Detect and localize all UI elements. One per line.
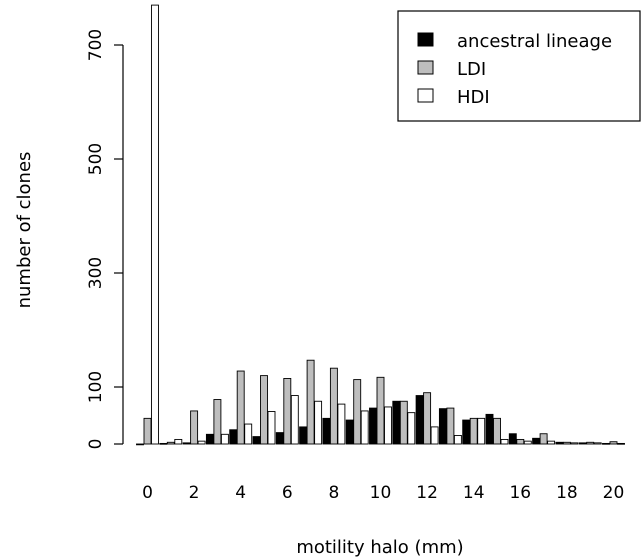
bar-hdi-12 <box>430 426 439 445</box>
bar-ldi-12 <box>423 392 432 445</box>
x-tick-label: 10 <box>370 483 392 503</box>
bar-ancestral-lineage-0 <box>136 443 144 446</box>
bar-ancestral-lineage-20 <box>602 442 610 445</box>
bar-ldi-19 <box>586 441 595 445</box>
bar-ancestral-lineage-4 <box>229 429 238 445</box>
x-tick-label: 8 <box>328 483 339 503</box>
bar-hdi-19 <box>593 442 602 445</box>
bar-ldi-14 <box>469 417 478 445</box>
x-tick-label: 12 <box>416 483 438 503</box>
bar-ldi-15 <box>493 417 501 445</box>
bar-ancestral-lineage-18 <box>555 441 564 445</box>
legend-swatch-ancestral <box>417 32 434 47</box>
bar-ancestral-lineage-11 <box>392 400 401 445</box>
bar-hdi-16 <box>523 440 532 445</box>
x-tick-label: 4 <box>235 483 246 503</box>
bar-ancestral-lineage-14 <box>462 419 471 445</box>
bar-ancestral-lineage-5 <box>252 436 261 445</box>
x-tick-label: 20 <box>603 483 625 503</box>
bar-ancestral-lineage-15 <box>485 413 494 445</box>
bar-ldi-11 <box>399 400 408 445</box>
bar-ldi-2 <box>190 410 199 445</box>
bar-hdi-0 <box>151 4 159 445</box>
y-axis: 0 100 300 500 700 <box>86 29 124 450</box>
bar-ancestral-lineage-16 <box>508 433 517 445</box>
bar-hdi-17 <box>547 440 556 445</box>
legend-box <box>397 10 641 122</box>
bar-hdi-9 <box>360 410 369 445</box>
bar-hdi-3 <box>220 433 229 445</box>
x-axis-tick-labels: 0 2 4 6 8 10 12 14 16 18 20 <box>142 483 624 503</box>
bar-ancestral-lineage-19 <box>578 442 587 445</box>
bar-hdi-15 <box>500 438 509 445</box>
bar-hdi-14 <box>477 417 486 445</box>
bar-hdi-13 <box>453 435 462 445</box>
bar-ldi-7 <box>306 359 315 445</box>
bar-ldi-3 <box>213 399 222 445</box>
bar-hdi-7 <box>314 400 323 445</box>
bar-ldi-0 <box>143 417 152 445</box>
bar-ldi-4 <box>236 370 245 445</box>
y-tick-label: 100 <box>86 371 106 403</box>
bar-hdi-6 <box>290 395 299 445</box>
bar-ldi-10 <box>376 376 385 445</box>
bar-hdi-11 <box>407 412 416 445</box>
legend-swatch-ldi <box>417 60 434 75</box>
bar-ldi-1 <box>166 441 175 445</box>
bars <box>136 4 625 446</box>
x-tick-label: 16 <box>509 483 531 503</box>
bar-hdi-2 <box>197 440 206 445</box>
bar-ancestral-lineage-3 <box>205 433 214 445</box>
legend-swatch-hdi <box>417 88 434 103</box>
x-tick-label: 0 <box>142 483 153 503</box>
bar-ldi-13 <box>446 407 455 445</box>
y-tick-label: 700 <box>86 29 106 61</box>
bar-ancestral-lineage-17 <box>532 437 541 445</box>
bar-ldi-8 <box>329 367 338 445</box>
bar-ldi-17 <box>539 433 548 445</box>
y-tick-label: 0 <box>86 439 106 450</box>
x-tick-label: 2 <box>189 483 200 503</box>
x-tick-label: 18 <box>556 483 578 503</box>
bar-ancestral-lineage-9 <box>345 419 354 445</box>
y-tick-label: 500 <box>86 143 106 175</box>
bar-hdi-4 <box>244 423 253 445</box>
bar-ldi-6 <box>283 378 292 445</box>
x-tick-label: 14 <box>463 483 485 503</box>
y-tick-label: 300 <box>86 257 106 289</box>
x-tick-label: 6 <box>282 483 293 503</box>
x-axis-label: motility halo (mm) <box>296 537 463 558</box>
y-axis-label: number of clones <box>14 152 35 309</box>
bar-ancestral-lineage-12 <box>415 395 424 445</box>
bar-hdi-18 <box>570 442 579 445</box>
bar-ancestral-lineage-1 <box>159 442 168 445</box>
bar-ldi-20 <box>609 441 618 445</box>
bar-ancestral-lineage-13 <box>438 408 447 445</box>
bar-ancestral-lineage-8 <box>322 417 331 445</box>
bar-ldi-9 <box>353 379 362 445</box>
legend-label-ldi: LDI <box>457 59 486 80</box>
bar-hdi-5 <box>267 411 276 445</box>
legend-label-ancestral: ancestral lineage <box>457 31 612 52</box>
bar-ancestral-lineage-6 <box>275 432 284 445</box>
bar-ancestral-lineage-10 <box>369 407 377 445</box>
legend-label-hdi: HDI <box>457 87 490 108</box>
bar-hdi-1 <box>174 438 183 445</box>
bar-hdi-10 <box>384 406 392 445</box>
legend: ancestral lineage LDI HDI <box>397 10 641 122</box>
bar-hdi-8 <box>337 403 346 445</box>
bar-ldi-16 <box>516 438 525 445</box>
bar-hdi-20 <box>617 442 625 445</box>
bar-ancestral-lineage-2 <box>182 442 191 445</box>
bar-ancestral-lineage-7 <box>299 426 308 445</box>
bar-ldi-18 <box>562 441 571 445</box>
bar-ldi-5 <box>260 375 268 445</box>
